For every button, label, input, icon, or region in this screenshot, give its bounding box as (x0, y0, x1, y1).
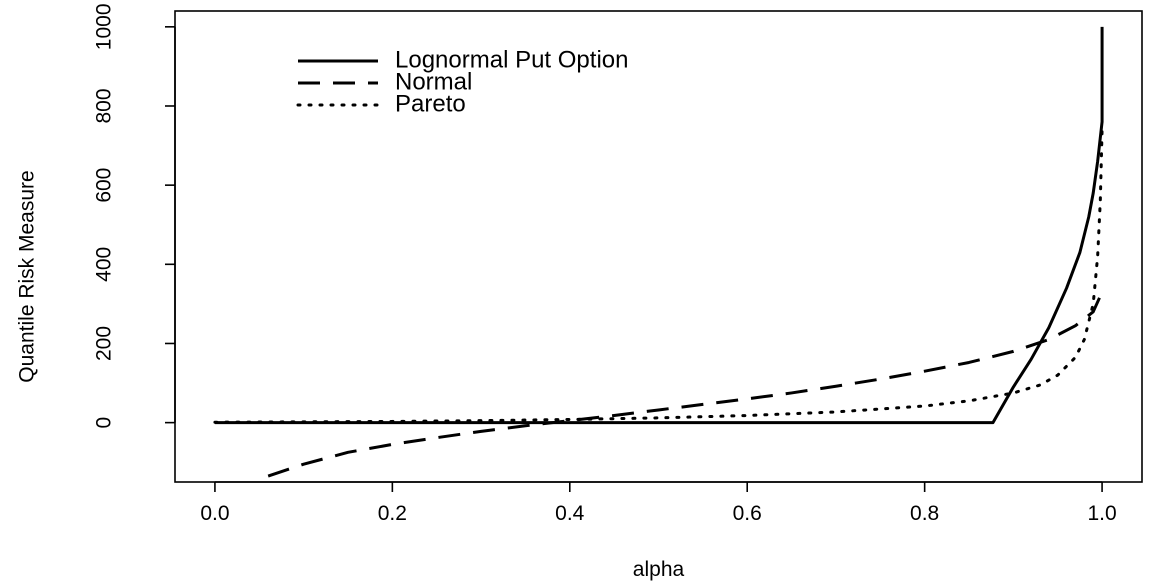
x-tick-label: 1.0 (1087, 502, 1116, 525)
y-tick-label: 0 (93, 417, 116, 429)
series-line-lognormal-put-option (214, 26, 1104, 425)
x-tick-label: 0.6 (733, 502, 762, 525)
legend-label: Pareto (395, 90, 466, 117)
series-line-normal (267, 291, 1104, 478)
y-tick-label: 800 (93, 88, 116, 123)
series-layer (213, 26, 1104, 478)
x-tick-label: 0.0 (200, 502, 229, 525)
x-tick-label: 0.8 (910, 502, 939, 525)
x-axis: 0.0 0.2 0.4 0.6 0.8 1.0 (200, 481, 1117, 525)
y-tick-label: 1000 (93, 3, 116, 50)
y-axis-title: Quantile Risk Measure (16, 170, 39, 382)
legend-label: Lognormal Put Option (395, 46, 628, 73)
x-tick-label: 0.2 (378, 502, 407, 525)
x-axis-title: alpha (633, 558, 685, 581)
series-line-pareto (213, 128, 1104, 424)
y-tick-label: 400 (93, 247, 116, 282)
y-axis: 0 200 400 600 800 1000 (93, 3, 176, 429)
x-tick-label: 0.4 (555, 502, 585, 525)
legend-label: Normal (395, 68, 472, 95)
y-tick-label: 600 (93, 168, 116, 203)
y-tick-label: 200 (93, 326, 116, 361)
